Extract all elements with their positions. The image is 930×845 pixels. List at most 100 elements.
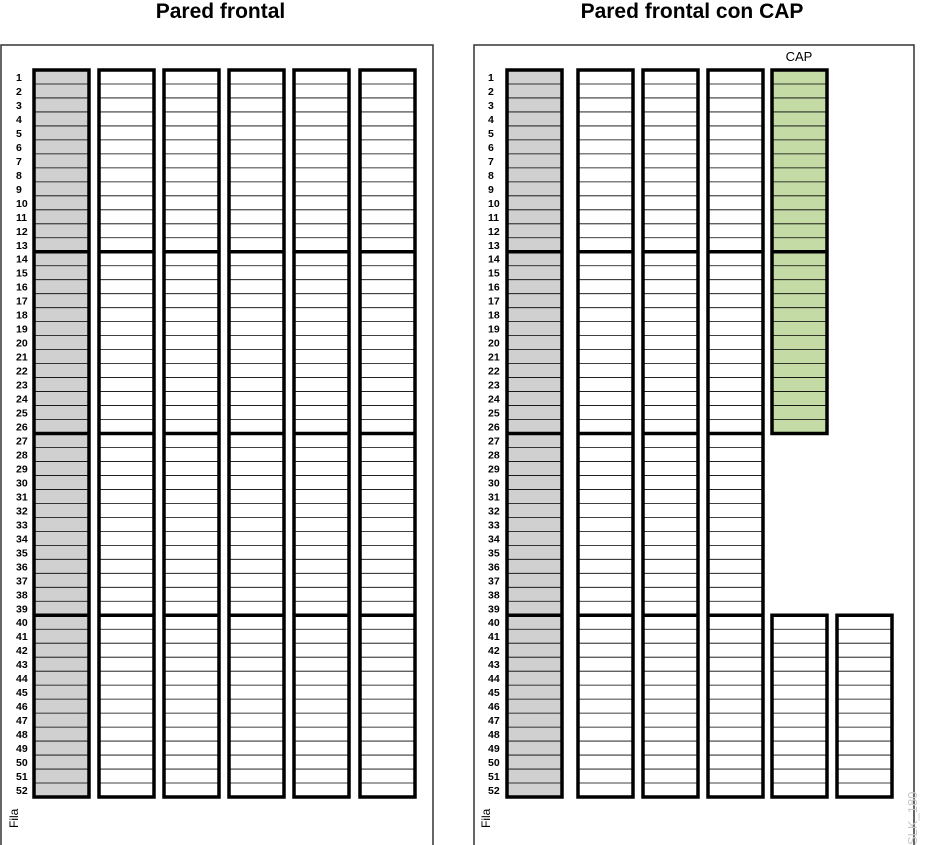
- row-number: 18: [488, 310, 500, 322]
- row-number: 4: [16, 114, 22, 126]
- row-number: 40: [488, 617, 500, 629]
- panel-front-wall-column-2-outline: [97, 68, 156, 799]
- row-number: 52: [488, 785, 500, 797]
- row-number: 44: [488, 673, 500, 685]
- row-number: 13: [488, 240, 500, 252]
- row-number: 36: [16, 561, 28, 573]
- row-number: 18: [16, 310, 28, 322]
- row-number: 28: [488, 449, 500, 461]
- row-number: 5: [488, 128, 494, 140]
- row-number: 19: [16, 324, 28, 336]
- row-number: 45: [488, 687, 500, 699]
- row-number: 9: [488, 184, 494, 196]
- row-number: 46: [488, 701, 500, 713]
- row-number: 6: [16, 142, 22, 154]
- panel-front-wall-cap-column-5-outline: [770, 68, 829, 436]
- row-number: 11: [488, 212, 499, 224]
- row-number: 43: [488, 659, 500, 671]
- row-number: 36: [488, 561, 500, 573]
- panel-front-wall-cap-column-6-outline: [835, 613, 894, 799]
- row-number: 41: [488, 631, 500, 643]
- row-number: 32: [16, 505, 28, 517]
- row-number: 34: [488, 533, 500, 545]
- row-number: 26: [16, 422, 28, 434]
- row-number: 1: [16, 72, 22, 84]
- row-number: 3: [16, 100, 22, 112]
- row-number: 33: [16, 519, 28, 531]
- row-number: 47: [488, 715, 500, 727]
- panel-front-wall-cap-column-4-outline: [706, 68, 765, 799]
- row-number: 11: [16, 212, 27, 224]
- panel-front-wall-cap-column-1-outline: [505, 68, 564, 799]
- row-number: 15: [488, 268, 500, 280]
- row-number: 24: [16, 394, 28, 406]
- row-number: 47: [16, 715, 28, 727]
- row-number: 42: [488, 645, 500, 657]
- row-number: 12: [488, 226, 500, 238]
- row-number: 7: [488, 156, 494, 168]
- row-number: 23: [16, 380, 28, 392]
- row-axis-label: Fila: [479, 808, 493, 828]
- row-number: 15: [16, 268, 28, 280]
- row-number: 31: [16, 491, 28, 503]
- row-number: 14: [16, 254, 28, 266]
- row-number: 39: [16, 603, 28, 615]
- panel-front-wall-cap-frame: [473, 44, 915, 845]
- row-number: 20: [16, 338, 28, 350]
- row-number: 48: [488, 729, 500, 741]
- row-number: 39: [488, 603, 500, 615]
- row-number: 30: [16, 477, 28, 489]
- row-number: 33: [488, 519, 500, 531]
- panel-front-wall-cap-column-5-lower-fill: [772, 615, 827, 797]
- row-number: 27: [16, 435, 28, 447]
- row-number: 34: [16, 533, 28, 545]
- row-number: 5: [16, 128, 22, 140]
- row-number: 29: [16, 463, 28, 475]
- row-number: 27: [488, 435, 500, 447]
- row-number: 38: [488, 589, 500, 601]
- row-number: 21: [488, 352, 500, 364]
- row-number: 20: [488, 338, 500, 350]
- row-number: 28: [16, 449, 28, 461]
- panel-front-wall-cap-column-2-outline: [576, 68, 635, 799]
- row-number: 51: [488, 771, 500, 783]
- row-number: 12: [16, 226, 28, 238]
- row-number: 35: [16, 547, 28, 559]
- row-number: 32: [488, 505, 500, 517]
- row-number: 3: [488, 100, 494, 112]
- row-number: 7: [16, 156, 22, 168]
- panel-front-wall-column-6-outline: [358, 68, 417, 799]
- row-number: 37: [16, 575, 28, 587]
- row-number: 31: [488, 491, 500, 503]
- row-number: 6: [488, 142, 494, 154]
- row-number: 8: [16, 170, 22, 182]
- row-number: 46: [16, 701, 28, 713]
- panel-front-wall-column-1-outline: [32, 68, 91, 799]
- panel-title-front-wall-cap: Pared frontal con CAP: [580, 0, 804, 23]
- row-number: 21: [16, 352, 28, 364]
- row-number: 9: [16, 184, 22, 196]
- row-number: 22: [488, 366, 500, 378]
- row-number: 41: [16, 631, 28, 643]
- row-number: 25: [16, 408, 28, 420]
- row-number: 19: [488, 324, 500, 336]
- row-number: 2: [488, 86, 494, 98]
- panel-front-wall-frame: [0, 44, 434, 845]
- row-number: 37: [488, 575, 500, 587]
- row-number: 13: [16, 240, 28, 252]
- panel-front-wall-column-4-outline: [227, 68, 286, 799]
- row-number: 14: [488, 254, 500, 266]
- panel-front-wall-column-3-outline: [162, 68, 221, 799]
- row-number: 29: [488, 463, 500, 475]
- row-number: 1: [488, 72, 494, 84]
- row-number: 22: [16, 366, 28, 378]
- row-number: 40: [16, 617, 28, 629]
- panel-front-wall-column-5-outline: [292, 68, 351, 799]
- row-number: 30: [488, 477, 500, 489]
- row-number: 50: [16, 757, 28, 769]
- panel-front-wall-cap-column-3-outline: [641, 68, 700, 799]
- row-number: 25: [488, 408, 500, 420]
- row-number: 44: [16, 673, 28, 685]
- figure-id-watermark: SLK_180: [905, 791, 920, 845]
- row-number: 16: [16, 282, 28, 294]
